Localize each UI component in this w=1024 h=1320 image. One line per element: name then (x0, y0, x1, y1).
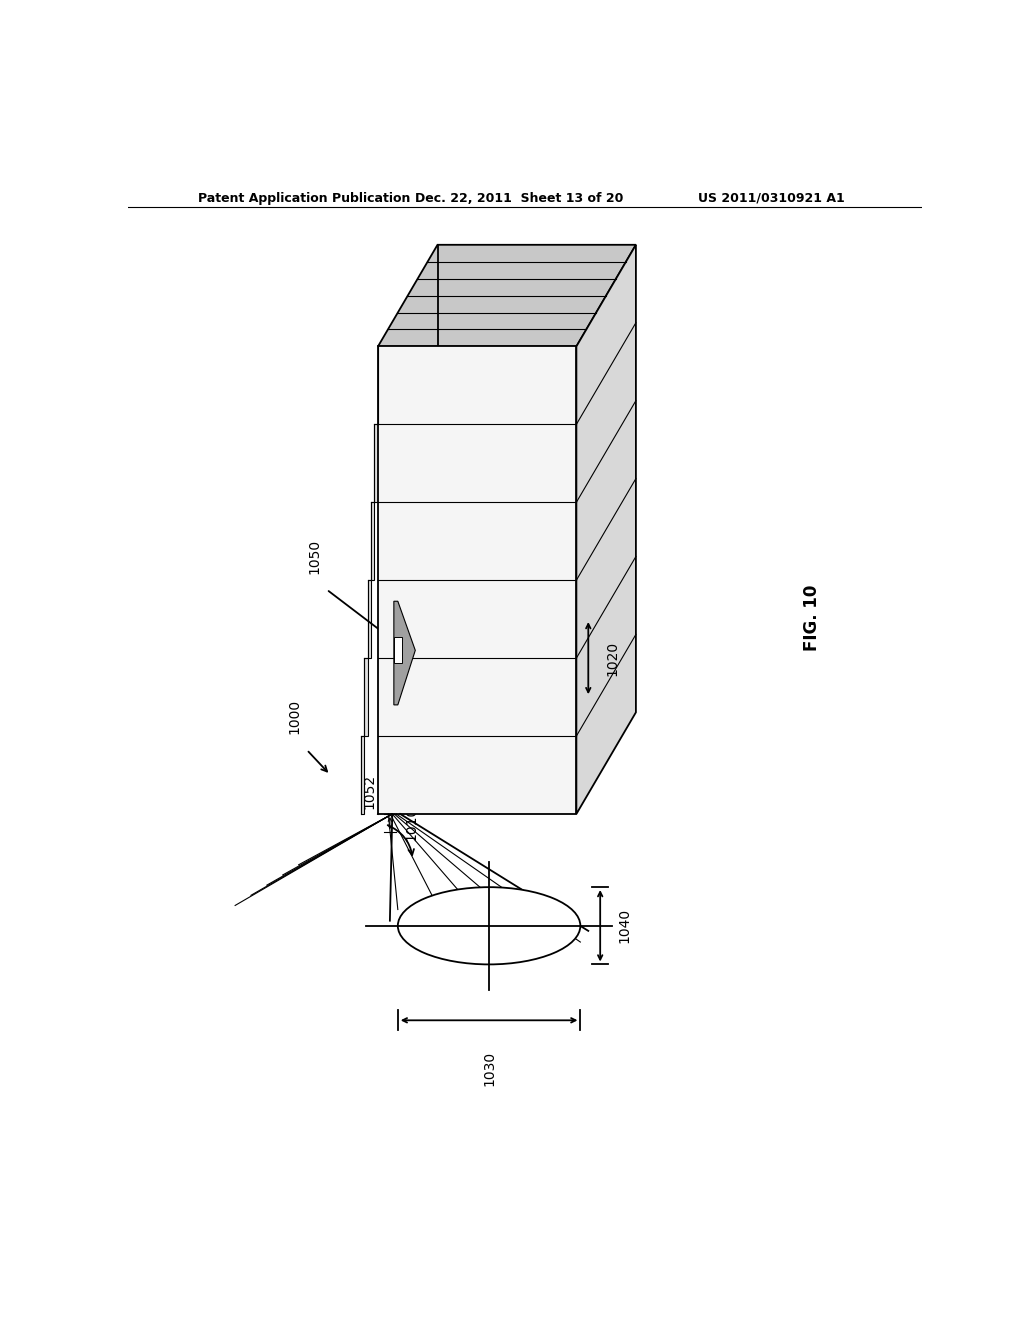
Text: 1010: 1010 (404, 805, 418, 841)
Polygon shape (360, 737, 364, 814)
Polygon shape (577, 244, 636, 814)
Text: 1020: 1020 (606, 640, 620, 676)
Text: Patent Application Publication: Patent Application Publication (198, 191, 411, 205)
Text: 1050: 1050 (307, 539, 322, 574)
Polygon shape (394, 638, 401, 664)
Polygon shape (394, 601, 416, 705)
Text: 1030: 1030 (482, 1051, 496, 1086)
Polygon shape (364, 659, 368, 737)
Polygon shape (378, 244, 636, 346)
Ellipse shape (397, 887, 581, 965)
Polygon shape (371, 503, 375, 581)
Text: 1000: 1000 (288, 700, 302, 734)
Text: US 2011/0310921 A1: US 2011/0310921 A1 (697, 191, 845, 205)
Text: FIG. 10: FIG. 10 (803, 585, 821, 651)
Polygon shape (378, 346, 577, 814)
Text: Dec. 22, 2011  Sheet 13 of 20: Dec. 22, 2011 Sheet 13 of 20 (416, 191, 624, 205)
Text: 1052: 1052 (362, 774, 376, 809)
Text: 1040: 1040 (617, 908, 632, 944)
Polygon shape (368, 581, 371, 659)
Polygon shape (375, 424, 378, 503)
